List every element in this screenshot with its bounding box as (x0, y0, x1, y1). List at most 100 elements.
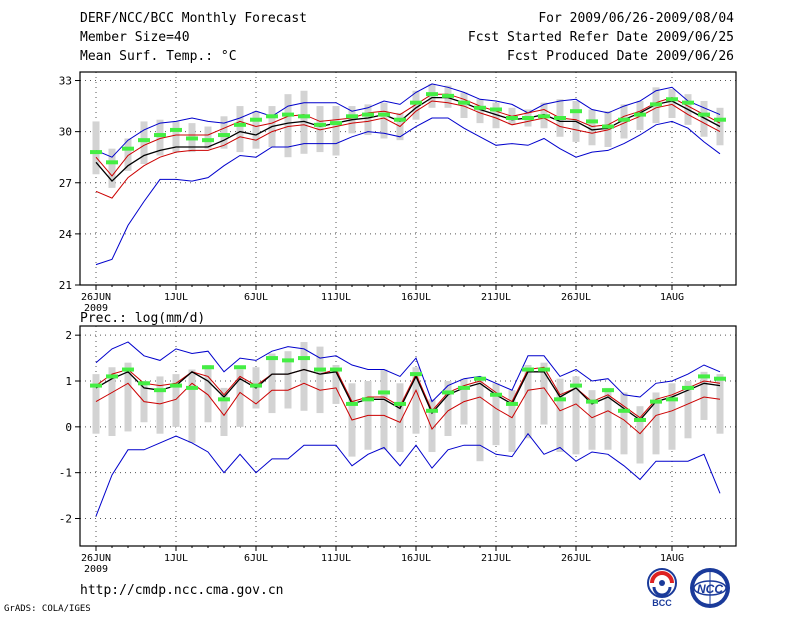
y-tick-label: -1 (59, 467, 72, 480)
observed-marker (378, 112, 390, 117)
x-tick-label: 26JUN (81, 553, 111, 564)
series-line-upper (95, 93, 721, 177)
observed-marker (490, 107, 502, 112)
grads-credit: GrADS: COLA/IGES (4, 604, 91, 614)
series-line-mean (95, 368, 721, 421)
observed-marker (522, 367, 534, 372)
observed-marker (634, 417, 646, 422)
observed-marker (474, 376, 486, 381)
observed-marker (394, 401, 406, 406)
observed-marker (330, 367, 342, 372)
produced-date: Fcst Produced Date 2009/06/26 (507, 49, 734, 64)
observed-marker (106, 374, 118, 379)
observed-marker (186, 385, 198, 390)
observed-marker (650, 102, 662, 107)
observed-marker (138, 138, 150, 143)
member-size: Member Size=40 (80, 30, 190, 45)
plot-frame (79, 71, 737, 286)
spread-box (380, 102, 388, 139)
observed-marker (266, 356, 278, 361)
x-year-label: 2009 (84, 303, 108, 314)
spread-box (172, 374, 180, 427)
observed-marker (218, 133, 230, 138)
observed-marker (442, 93, 454, 98)
series-line-upper (95, 366, 721, 419)
observed-marker (298, 356, 310, 361)
x-year-label: 2009 (84, 564, 108, 575)
spread-box (700, 100, 708, 137)
observed-marker (362, 397, 374, 402)
spread-box (204, 364, 212, 423)
spread-box (108, 148, 116, 188)
spread-box (156, 376, 164, 434)
spread-box (540, 362, 548, 425)
chart-panel-2: -2 -1 0 1 2 26JUN 1JUL 6JUL 11JUL 16JUL 21JUL 26JUL… (59, 325, 737, 575)
observed-marker (250, 383, 262, 388)
observed-marker (554, 397, 566, 402)
y-tick-label: 0 (65, 421, 72, 434)
spread-box (284, 351, 292, 409)
observed-marker (602, 124, 614, 129)
y-tick-label: 2 (65, 329, 72, 342)
observed-marker (442, 390, 454, 395)
series-line-max (95, 341, 721, 403)
observed-marker (698, 374, 710, 379)
spread-box (508, 390, 516, 453)
spread-box (188, 369, 196, 443)
observed-marker (666, 397, 678, 402)
started-refer-date: Fcst Started Refer Date 2009/06/25 (467, 30, 734, 45)
observed-marker (666, 97, 678, 102)
source-url[interactable]: http://cmdp.ncc.cma.gov.cn (80, 583, 284, 598)
x-tick-label: 1AUG (660, 553, 684, 564)
y-tick-label: 24 (59, 228, 73, 241)
spread-box (364, 104, 372, 136)
spread-box (316, 346, 324, 414)
observed-marker (618, 408, 630, 413)
series-line-mean (95, 96, 721, 183)
x-tick-label: 21JUL (481, 292, 511, 303)
observed-marker (346, 401, 358, 406)
chart-panel-1: 21 24 27 30 33 26JUN 1JUL 6JUL 11JUL 16JUL 21JUL 26… (59, 71, 737, 314)
observed-marker (362, 112, 374, 117)
x-tick-label: 6JUL (244, 292, 268, 303)
spread-box (220, 387, 228, 436)
spread-box (652, 392, 660, 455)
observed-marker (682, 100, 694, 105)
observed-marker (202, 365, 214, 370)
spread-box (444, 381, 452, 436)
precip-panel-title: Prec.: log(mm/d) (80, 311, 205, 326)
observed-marker (570, 109, 582, 114)
observed-marker (506, 401, 518, 406)
forecast-period: For 2009/06/26-2009/08/04 (538, 11, 734, 26)
ncc-logo-text: NCC (697, 582, 723, 596)
plot-frame (79, 325, 737, 547)
x-tick-label: 21JUL (481, 553, 511, 564)
observed-marker (538, 367, 550, 372)
observed-marker (330, 121, 342, 126)
spread-box (636, 406, 644, 464)
x-tick-label: 1JUL (164, 553, 188, 564)
observed-marker (586, 119, 598, 124)
y-tick-label: 33 (59, 75, 72, 88)
x-tick-label: 26JUL (561, 292, 591, 303)
spread-box (92, 374, 100, 434)
spread-box (268, 353, 276, 414)
observed-marker (538, 114, 550, 119)
observed-marker (90, 150, 102, 155)
x-tick-label: 26JUL (561, 553, 591, 564)
observed-marker (234, 365, 246, 370)
x-tick-label: 16JUL (401, 553, 431, 564)
observed-marker (394, 117, 406, 122)
spread-box (204, 126, 212, 149)
observed-marker (714, 117, 726, 122)
observed-marker (570, 383, 582, 388)
spread-box (332, 364, 340, 404)
y-tick-label: -2 (59, 513, 72, 526)
observed-marker (410, 100, 422, 105)
spread-box (412, 367, 420, 434)
spread-box (124, 362, 132, 432)
observed-marker (410, 372, 422, 377)
spread-box (700, 371, 708, 420)
observed-marker (346, 114, 358, 119)
